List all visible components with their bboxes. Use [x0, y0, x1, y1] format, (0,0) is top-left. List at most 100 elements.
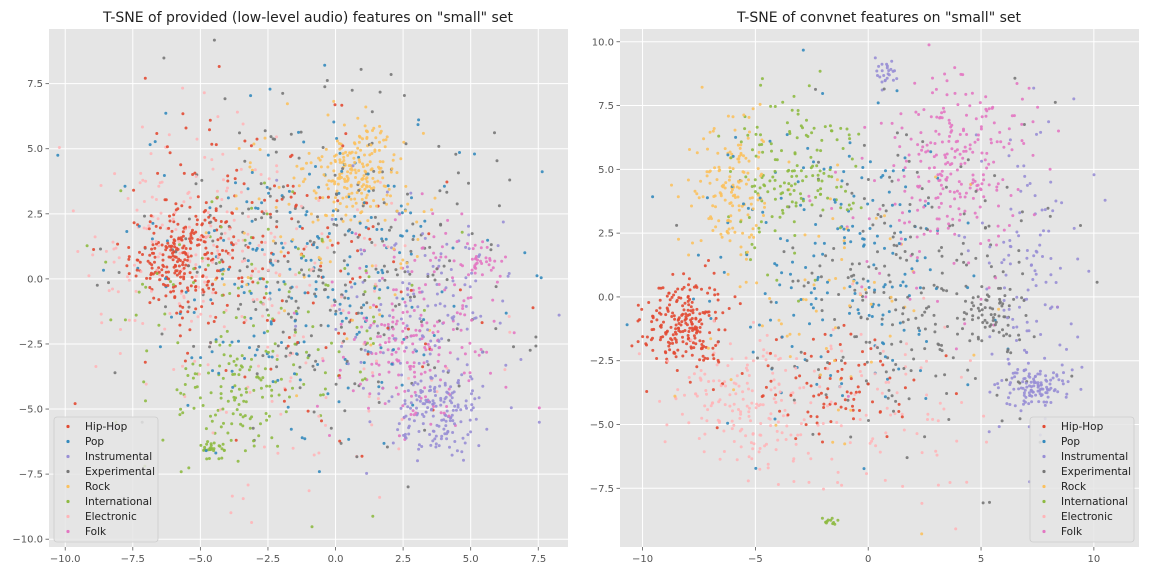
data-point-hip-hop: [169, 290, 173, 294]
data-point-rock: [312, 189, 316, 193]
data-point-rock: [336, 182, 340, 186]
data-point-experimental: [905, 258, 909, 262]
data-point-electronic: [840, 349, 844, 353]
data-point-international: [237, 387, 241, 391]
data-point-pop: [268, 291, 272, 295]
data-point-pop: [276, 378, 280, 382]
data-point-instrumental: [1060, 201, 1064, 205]
data-point-international: [830, 516, 834, 520]
data-point-rock: [309, 212, 313, 216]
data-point-electronic: [241, 497, 245, 501]
data-point-pop: [411, 403, 415, 407]
data-point-hip-hop: [695, 365, 699, 369]
data-point-folk: [953, 197, 957, 201]
data-point-rock: [326, 187, 330, 191]
data-point-experimental: [412, 295, 416, 299]
data-point-hip-hop: [167, 226, 171, 230]
data-point-folk: [998, 130, 1002, 134]
data-point-experimental: [837, 326, 840, 330]
data-point-electronic: [294, 273, 298, 277]
data-point-hip-hop: [684, 315, 688, 319]
data-point-hip-hop: [694, 317, 698, 321]
data-point-hip-hop: [171, 254, 175, 258]
data-point-experimental: [987, 224, 991, 228]
data-point-electronic: [262, 445, 266, 449]
data-point-rock: [732, 388, 736, 392]
data-point-instrumental: [455, 449, 459, 453]
data-point-rock: [341, 219, 345, 223]
data-point-experimental: [926, 228, 929, 232]
data-point-instrumental: [433, 344, 437, 348]
data-point-electronic: [324, 396, 328, 400]
data-point-pop: [535, 274, 539, 278]
data-point-rock: [840, 258, 844, 261]
data-point-electronic: [732, 402, 736, 406]
data-point-folk: [479, 348, 483, 351]
data-point-experimental: [909, 369, 913, 373]
data-point-folk: [915, 235, 919, 239]
data-point-instrumental: [1008, 403, 1012, 406]
data-point-rock: [804, 298, 808, 302]
data-point-instrumental: [1069, 322, 1073, 326]
data-point-instrumental: [1048, 382, 1052, 386]
data-point-hip-hop: [179, 163, 183, 167]
data-point-hip-hop: [157, 241, 160, 244]
data-point-rock: [222, 283, 226, 287]
data-point-electronic: [752, 442, 756, 446]
data-point-instrumental: [465, 406, 468, 410]
data-point-hip-hop: [671, 341, 675, 345]
data-point-electronic: [257, 270, 261, 274]
data-point-hip-hop: [664, 331, 668, 335]
data-point-folk: [383, 402, 387, 406]
data-point-international: [109, 318, 113, 322]
data-point-electronic: [186, 192, 190, 195]
data-point-electronic: [288, 379, 292, 383]
data-point-rock: [204, 231, 208, 235]
data-point-electronic: [211, 260, 215, 264]
data-point-electronic: [259, 173, 263, 176]
data-point-electronic: [141, 322, 145, 325]
data-point-hip-hop: [714, 344, 718, 347]
data-point-hip-hop: [665, 306, 669, 310]
data-point-electronic: [157, 184, 161, 188]
data-point-electronic: [275, 164, 279, 168]
data-point-instrumental: [402, 415, 406, 419]
data-point-international: [306, 356, 310, 360]
data-point-international: [236, 286, 240, 290]
data-point-international: [826, 518, 830, 522]
data-point-hip-hop: [677, 329, 681, 333]
data-point-hip-hop: [691, 341, 695, 345]
data-point-hip-hop: [214, 143, 218, 147]
data-point-international: [773, 178, 777, 182]
data-point-electronic: [747, 406, 751, 410]
data-point-hip-hop: [149, 214, 153, 218]
data-point-folk: [931, 91, 934, 95]
data-point-experimental: [859, 315, 863, 319]
data-point-instrumental: [1056, 390, 1060, 394]
data-point-hip-hop: [221, 260, 225, 264]
data-point-international: [781, 211, 785, 215]
legend-marker: [1042, 424, 1046, 429]
data-point-instrumental: [1042, 400, 1046, 404]
data-point-rock: [834, 326, 837, 330]
data-point-international: [744, 175, 748, 179]
data-point-international: [192, 281, 195, 284]
data-point-pop: [271, 380, 275, 384]
data-point-pop: [796, 180, 800, 184]
data-point-instrumental: [437, 264, 441, 268]
data-point-folk: [1031, 120, 1035, 124]
data-point-hip-hop: [681, 335, 684, 339]
data-point-hip-hop: [700, 322, 704, 326]
data-point-hip-hop: [243, 139, 247, 143]
data-point-folk: [360, 325, 364, 329]
data-point-electronic: [145, 227, 149, 231]
data-point-international: [343, 267, 347, 270]
data-point-experimental: [1002, 334, 1006, 338]
data-point-international: [839, 206, 843, 210]
data-point-experimental: [254, 308, 258, 311]
data-point-pop: [442, 184, 446, 188]
data-point-instrumental: [426, 304, 430, 308]
data-point-pop: [790, 345, 794, 348]
data-point-international: [191, 376, 195, 380]
data-point-pop: [746, 206, 750, 210]
